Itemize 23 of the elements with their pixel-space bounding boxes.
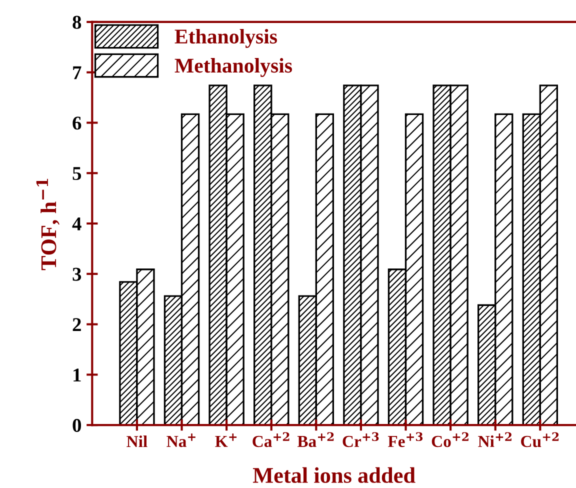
x-tick-label: Ca$^{+2}$ xyxy=(252,432,290,448)
y-tick-label: 3 xyxy=(72,268,82,281)
x-tick-label: Ni$^{+2}$ xyxy=(478,432,512,447)
x-tick-label: Nil xyxy=(126,435,148,448)
x-tick-label: Na$^{+}$ xyxy=(166,434,196,448)
x-tick-label: Cu$^{+2}$ xyxy=(521,432,559,448)
y-tick-label: 5 xyxy=(72,167,82,180)
legend-label: Methanolysis xyxy=(174,58,292,77)
y-tick-label: 6 xyxy=(72,116,82,130)
x-tick-label: Co$^{+2}$ xyxy=(432,432,468,448)
y-axis-title: TOF, h$^{−1}$ xyxy=(36,178,60,270)
y-tick-label: 8 xyxy=(72,16,82,29)
x-axis-title: Metal ions added xyxy=(252,467,416,483)
x-tick-label: Cr$^{+3}$ xyxy=(342,432,379,448)
legend-label: Ethanolysis xyxy=(174,28,277,48)
y-tick-label: 0 xyxy=(72,418,81,432)
y-tick-label: 1 xyxy=(74,368,81,382)
y-tick-label: 4 xyxy=(72,217,82,230)
x-tick-label: K$^{+}$ xyxy=(215,434,237,447)
x-tick-label: Fe$^{+3}$ xyxy=(388,432,423,448)
y-tick-label: 7 xyxy=(73,66,82,80)
y-tick-label: 2 xyxy=(72,318,81,332)
x-tick-label: Ba$^{+2}$ xyxy=(297,432,334,448)
